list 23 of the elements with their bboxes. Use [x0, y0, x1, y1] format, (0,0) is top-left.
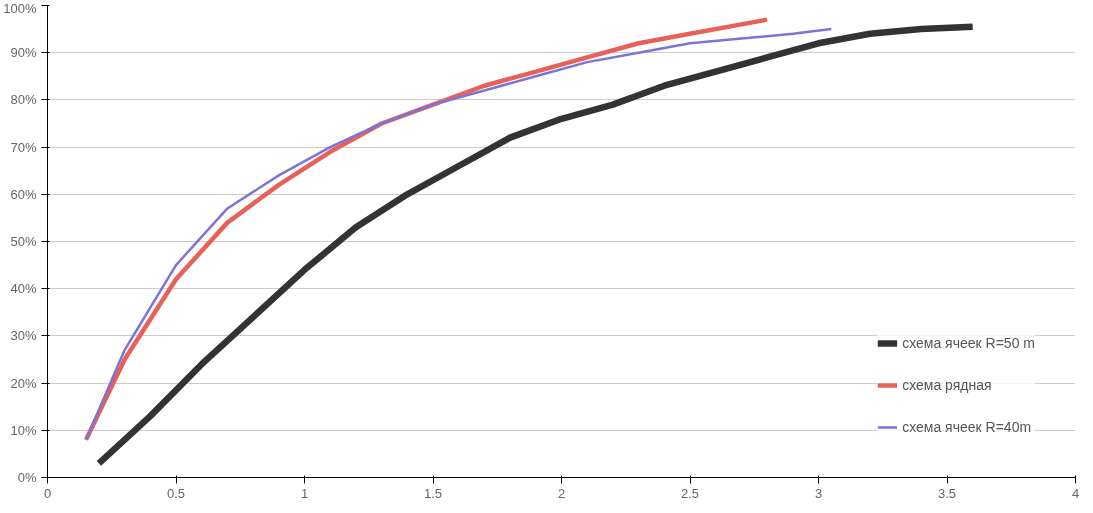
- x-tick-label: 3: [814, 485, 823, 501]
- y-tick-label: 0%: [17, 470, 37, 485]
- y-tick-label: 10%: [10, 422, 37, 438]
- x-tick-label: 1.5: [423, 485, 443, 501]
- legend-label: схема рядная: [902, 377, 992, 393]
- x-tick-label: 0: [43, 485, 52, 501]
- legend-label: схема ячеек R=50 m: [902, 335, 1035, 351]
- legend-label: схема ячеек R=40m: [902, 419, 1032, 435]
- x-tick-label: 1: [300, 485, 309, 501]
- y-tick-label: 80%: [10, 92, 37, 108]
- x-tick-label: 0.5: [166, 485, 186, 501]
- y-tick-label: 50%: [10, 234, 37, 249]
- y-tick-label: 90%: [10, 45, 37, 61]
- y-tick-label: 70%: [10, 139, 37, 155]
- y-tick-label: 60%: [10, 186, 37, 202]
- y-tick-label: 100%: [3, 0, 37, 16]
- y-tick-label: 40%: [10, 281, 37, 297]
- x-tick-label: 2: [557, 485, 566, 501]
- y-tick-label: 30%: [10, 328, 37, 344]
- x-tick-label: 2.5: [680, 485, 700, 501]
- x-tick-label: 4: [1071, 485, 1080, 501]
- y-tick-label: 20%: [10, 375, 37, 391]
- x-tick-label: 3.5: [937, 485, 957, 501]
